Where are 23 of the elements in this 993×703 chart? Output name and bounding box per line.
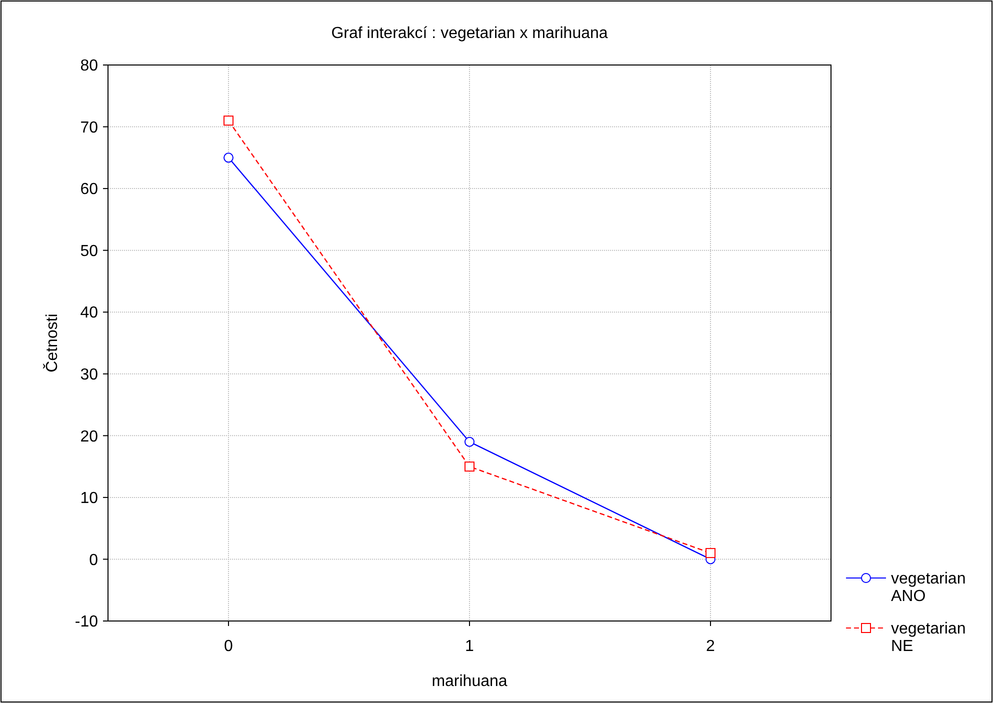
point bbox=[224, 152, 234, 163]
legend-label: vegetarian NE bbox=[891, 620, 966, 656]
x-tick-label: 1 bbox=[465, 638, 474, 655]
y-axis-title: Četnosti bbox=[43, 314, 61, 372]
y-tick-label: 60 bbox=[80, 181, 98, 198]
y-tick-label: -10 bbox=[74, 614, 98, 631]
y-tick-label: 50 bbox=[80, 242, 98, 260]
y-tick-label: 40 bbox=[80, 304, 98, 322]
point bbox=[464, 436, 474, 447]
y-tick-label: 30 bbox=[80, 366, 98, 384]
x-tick-label: 2 bbox=[706, 638, 716, 655]
y-tick-label: 0 bbox=[89, 552, 98, 569]
point bbox=[706, 548, 716, 558]
x-axis-title: marihuana bbox=[432, 673, 508, 690]
chart-title: Graf interakcí : vegetarian x marihuana bbox=[331, 25, 608, 42]
x-tick-label: 0 bbox=[224, 638, 234, 655]
point bbox=[224, 116, 234, 126]
legend-label: vegetarian ANO bbox=[891, 570, 966, 606]
point bbox=[464, 462, 474, 472]
y-tick-label: 20 bbox=[80, 428, 98, 446]
y-tick-label: 70 bbox=[80, 119, 98, 136]
y-tick-label: 10 bbox=[80, 490, 98, 508]
y-tick-label: 80 bbox=[80, 58, 98, 75]
